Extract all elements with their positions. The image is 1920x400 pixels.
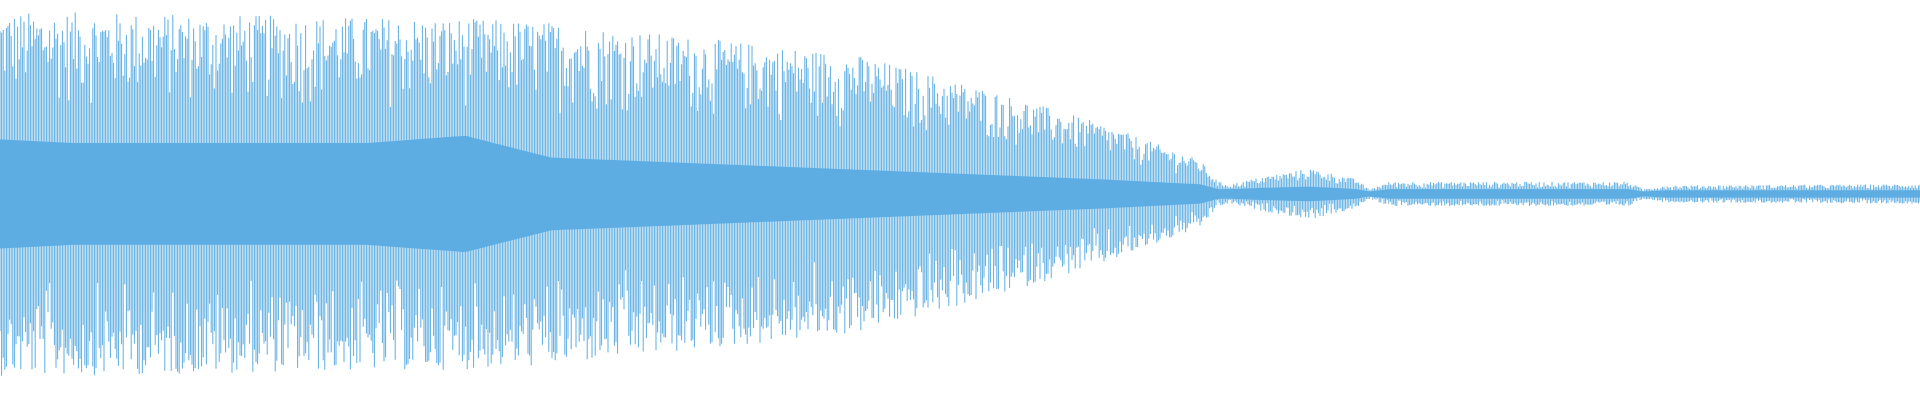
waveform-core — [0, 135, 1920, 252]
